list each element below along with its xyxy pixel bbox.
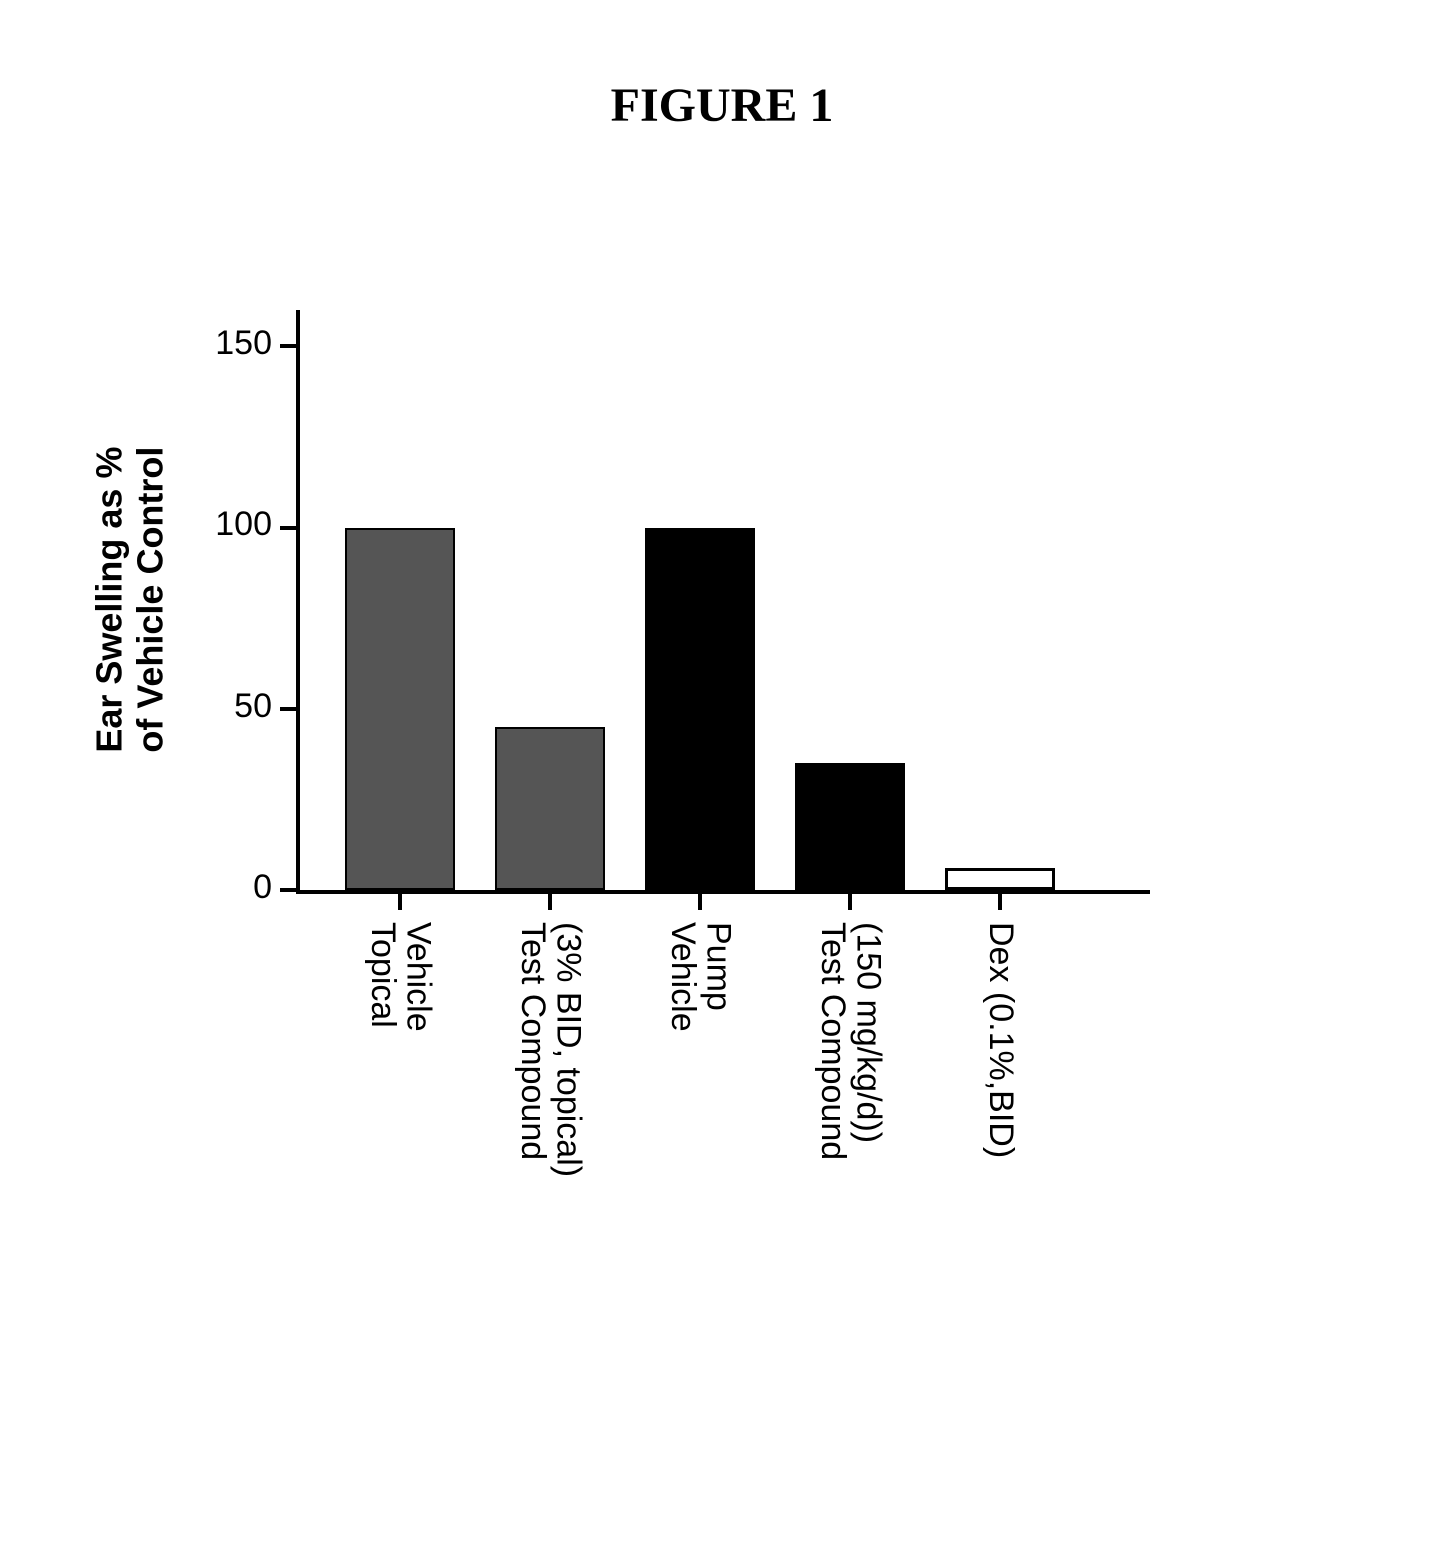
x-tick [548, 894, 552, 910]
y-tick-label: 100 [182, 505, 272, 544]
x-tick [698, 894, 702, 910]
figure-title: FIGURE 1 [0, 78, 1444, 133]
bar [645, 528, 755, 891]
bar [945, 868, 1055, 890]
y-tick [280, 707, 296, 711]
x-tick-label: (150 mg/kg/d)) Test Compound [814, 922, 885, 1160]
bar [345, 528, 455, 891]
y-tick [280, 344, 296, 348]
bar [795, 763, 905, 890]
bar [495, 727, 605, 890]
x-tick-label: Dex (0.1%,BID) [982, 922, 1018, 1158]
plot-area: 050100150Vehicle Topical(3% BID, topical… [300, 310, 1150, 890]
y-tick-label: 50 [182, 687, 272, 726]
y-axis-line [296, 310, 300, 894]
x-tick [398, 894, 402, 910]
y-axis-label-line-2: of Vehicle Control [130, 310, 173, 890]
y-tick [280, 526, 296, 530]
x-tick-label: Vehicle Topical [364, 922, 435, 1032]
x-tick [998, 894, 1002, 910]
x-tick [848, 894, 852, 910]
x-axis-line [296, 890, 1150, 894]
y-tick-label: 150 [182, 324, 272, 363]
y-axis-label-line-1: Ear Swelling as % [88, 310, 131, 890]
x-tick-label: (3% BID, topical) Test Compound [514, 922, 585, 1177]
y-tick-label: 0 [182, 868, 272, 907]
x-tick-label: Pump Vehicle [664, 922, 735, 1032]
page: FIGURE 1 Ear Swelling as % of Vehicle Co… [0, 0, 1444, 1555]
y-tick [280, 888, 296, 892]
